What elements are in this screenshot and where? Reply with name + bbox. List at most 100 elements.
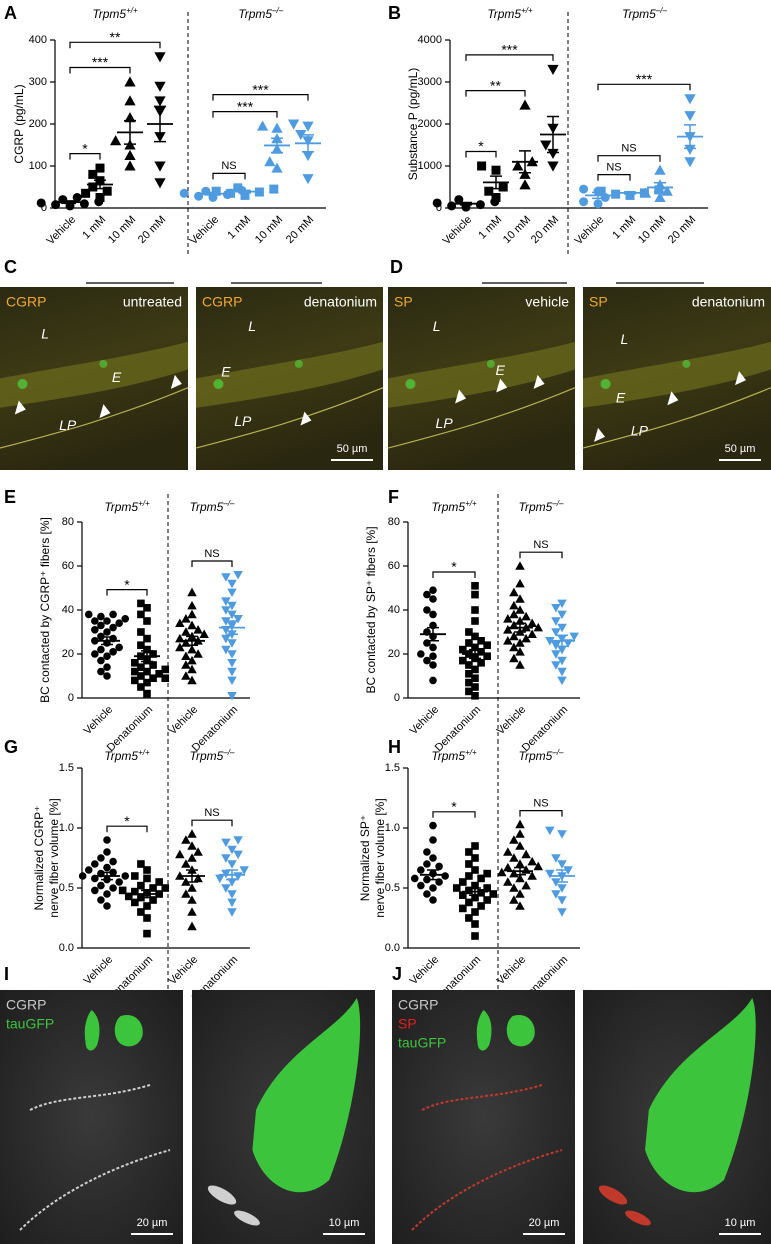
data-point bbox=[465, 687, 473, 696]
nerve-fiber bbox=[582, 387, 771, 449]
data-point bbox=[435, 862, 443, 871]
scale-bar-label: 50 µm bbox=[337, 443, 368, 455]
data-point bbox=[475, 200, 485, 210]
data-point bbox=[429, 676, 437, 685]
data-point bbox=[137, 860, 145, 868]
data-point bbox=[155, 878, 163, 886]
significance-bracket bbox=[519, 810, 563, 817]
data-point bbox=[137, 628, 145, 636]
data-point bbox=[429, 586, 437, 594]
data-point bbox=[103, 890, 111, 898]
data-point bbox=[124, 149, 136, 160]
data-point bbox=[154, 161, 166, 172]
data-point bbox=[519, 179, 531, 190]
scale-bar-label: 20 µm bbox=[137, 1217, 168, 1229]
data-point bbox=[547, 64, 559, 76]
y-tick-label: 2000 bbox=[418, 118, 442, 130]
data-point bbox=[489, 890, 498, 898]
data-point bbox=[471, 908, 479, 916]
data-point bbox=[551, 854, 561, 863]
data-point bbox=[81, 188, 91, 198]
x-tick-label: 1 mM bbox=[80, 214, 108, 242]
data-point bbox=[515, 819, 525, 829]
y-axis-label: CGRP (pg/mL) bbox=[12, 84, 26, 163]
data-point bbox=[429, 884, 437, 892]
data-point bbox=[91, 650, 99, 658]
y-axis-label: Normalized SP⁺ bbox=[358, 815, 372, 901]
x-tick-label: Vehicle bbox=[167, 954, 201, 988]
data-point bbox=[519, 99, 531, 110]
data-point bbox=[103, 672, 111, 680]
stain-label: CGRP bbox=[6, 997, 46, 1013]
data-point bbox=[459, 891, 467, 899]
y-tick-label: 20 bbox=[388, 648, 400, 660]
x-tick-label: 20 mM bbox=[136, 214, 168, 246]
data-point bbox=[84, 866, 93, 874]
cell-surface bbox=[476, 1010, 492, 1051]
arrowhead bbox=[496, 378, 508, 393]
cell-surface bbox=[252, 998, 361, 1193]
data-point bbox=[131, 667, 139, 676]
data-point bbox=[491, 165, 501, 175]
arrowhead bbox=[667, 391, 679, 406]
data-point bbox=[88, 182, 98, 192]
x-tick-label: 1 mM bbox=[225, 214, 253, 242]
data-point bbox=[557, 830, 567, 839]
error-bar bbox=[141, 650, 153, 663]
data-point bbox=[545, 826, 555, 836]
data-point bbox=[109, 884, 117, 892]
cell bbox=[600, 378, 611, 389]
significance-bracket bbox=[597, 83, 691, 91]
arrowhead bbox=[14, 400, 26, 415]
significance-label: NS bbox=[221, 160, 236, 172]
data-point bbox=[521, 633, 531, 643]
data-point bbox=[187, 829, 197, 838]
data-point bbox=[193, 649, 203, 658]
data-point bbox=[187, 620, 197, 630]
data-point bbox=[187, 644, 197, 654]
data-point bbox=[477, 874, 485, 883]
x-tick-label: Vehicle bbox=[188, 214, 222, 248]
data-point bbox=[240, 190, 250, 200]
data-point bbox=[187, 907, 197, 916]
data-point bbox=[79, 199, 89, 209]
data-point bbox=[271, 122, 283, 133]
data-point bbox=[512, 160, 524, 171]
data-point bbox=[545, 869, 555, 879]
arrowhead bbox=[170, 374, 182, 389]
significance-bracket bbox=[69, 153, 101, 160]
data-point bbox=[509, 587, 519, 597]
significance-label: NS bbox=[533, 539, 548, 551]
error-bar bbox=[460, 201, 472, 206]
genotype-superscript: –/– bbox=[655, 6, 668, 15]
significance-label: *** bbox=[252, 81, 269, 97]
data-point bbox=[227, 898, 237, 908]
data-point bbox=[181, 660, 191, 669]
x-tick-label: Vehicle bbox=[495, 704, 529, 738]
data-point bbox=[95, 193, 105, 202]
data-point bbox=[515, 901, 525, 910]
x-tick-label: 10 mM bbox=[106, 214, 138, 246]
data-point bbox=[459, 904, 467, 913]
data-point bbox=[515, 578, 525, 588]
y-tick-label: 0 bbox=[41, 202, 47, 214]
genotype-name: Trpm5 bbox=[190, 500, 224, 514]
data-point bbox=[551, 641, 561, 650]
data-point bbox=[483, 884, 491, 892]
data-point bbox=[137, 610, 145, 619]
data-point bbox=[417, 650, 425, 658]
data-point bbox=[109, 135, 122, 146]
data-point bbox=[540, 140, 552, 151]
genotype-name: Trpm5 bbox=[190, 749, 224, 763]
data-point bbox=[557, 599, 567, 609]
significance-label: ** bbox=[490, 77, 501, 93]
scale-bar-label: 10 µm bbox=[725, 1217, 756, 1229]
y-tick-label: 1.5 bbox=[385, 762, 400, 774]
data-point bbox=[465, 639, 473, 647]
data-point bbox=[181, 671, 191, 680]
data-point bbox=[227, 676, 237, 686]
data-point bbox=[557, 645, 567, 655]
y-tick-label: 80 bbox=[388, 516, 400, 528]
data-point bbox=[465, 848, 473, 856]
data-point bbox=[103, 663, 111, 671]
